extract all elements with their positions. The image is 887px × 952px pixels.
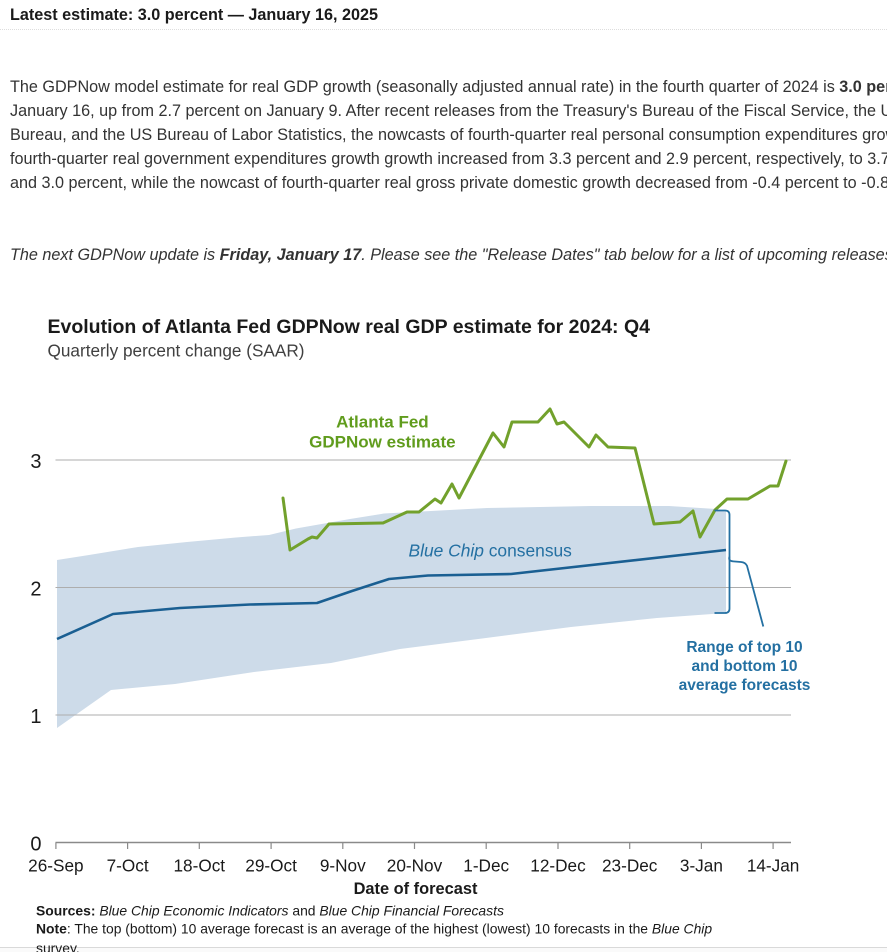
svg-text:Blue Chip consensus: Blue Chip consensus	[409, 541, 573, 561]
svg-text:7-Oct: 7-Oct	[107, 856, 149, 876]
svg-text:20-Nov: 20-Nov	[387, 856, 443, 876]
svg-text:23-Dec: 23-Dec	[602, 856, 658, 876]
svg-text:1: 1	[30, 706, 41, 728]
svg-text:average forecasts: average forecasts	[679, 677, 811, 694]
svg-text:GDPNow estimate: GDPNow estimate	[309, 433, 455, 452]
svg-text:9-Nov: 9-Nov	[320, 856, 366, 876]
svg-text:3: 3	[30, 451, 41, 473]
svg-text:2: 2	[30, 579, 41, 601]
svg-text:and bottom 10: and bottom 10	[692, 658, 798, 675]
svg-text:12-Dec: 12-Dec	[530, 856, 586, 876]
svg-text:Note: The top (bottom) 10 aver: Note: The top (bottom) 10 average foreca…	[36, 921, 712, 937]
svg-text:1-Dec: 1-Dec	[463, 856, 509, 876]
svg-text:29-Oct: 29-Oct	[245, 856, 297, 876]
svg-text:Date of forecast: Date of forecast	[354, 880, 478, 898]
svg-text:Evolution of Atlanta Fed GDPNo: Evolution of Atlanta Fed GDPNow real GDP…	[48, 316, 651, 338]
svg-text:Range of top 10: Range of top 10	[686, 639, 802, 656]
svg-text:14-Jan: 14-Jan	[747, 856, 800, 876]
svg-text:18-Oct: 18-Oct	[174, 856, 226, 876]
svg-text:Sources: Blue Chip Economic In: Sources: Blue Chip Economic Indicators a…	[36, 903, 504, 919]
svg-text:26-Sep: 26-Sep	[28, 856, 83, 876]
svg-text:Atlanta Fed: Atlanta Fed	[336, 413, 429, 432]
svg-text:0: 0	[30, 834, 41, 856]
svg-text:survey.: survey.	[36, 940, 80, 952]
svg-text:Quarterly percent change (SAAR: Quarterly percent change (SAAR)	[48, 341, 305, 361]
svg-text:3-Jan: 3-Jan	[680, 856, 723, 876]
